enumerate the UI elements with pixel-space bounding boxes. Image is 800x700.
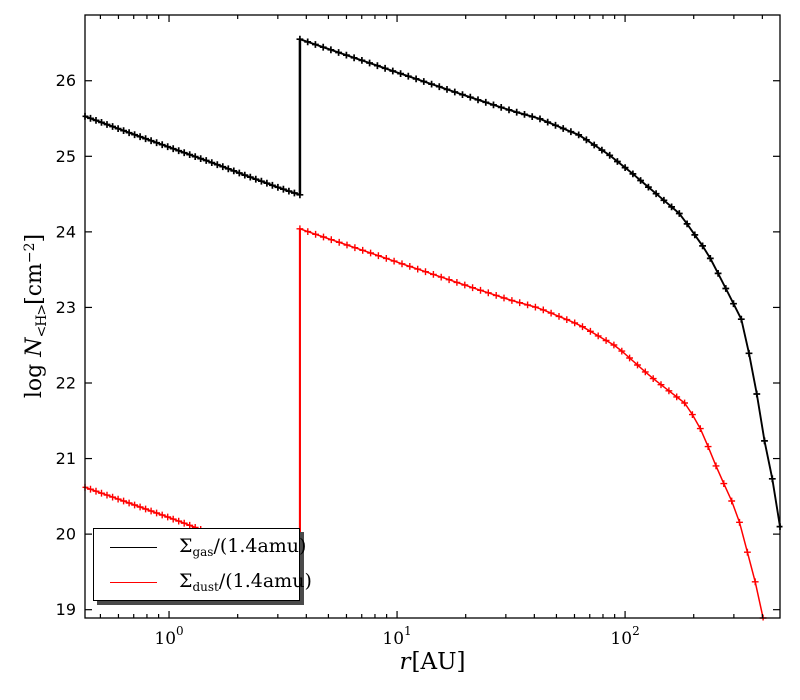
legend-entry-dust: Σdust/(1.4amu) (94, 565, 312, 600)
y-tick-label: 20 (56, 525, 76, 544)
y-tick-label: 23 (56, 298, 76, 317)
x-axis-label-symbol: r (399, 649, 411, 675)
legend-gas-rest: /(1.4amu) (213, 535, 307, 557)
y-axis-label-symbol: N (22, 337, 47, 357)
y-axis-label-log: log (22, 363, 47, 399)
x-axis-label: r[AU] (85, 649, 780, 675)
legend-line-sample-dust (110, 581, 157, 583)
legend-gas-symbol: Σ (179, 535, 193, 557)
curve-markers (296, 35, 783, 530)
y-axis-label-unit-close: ] (22, 233, 47, 243)
y-axis-label: log N<H>[cm−2] (22, 234, 50, 398)
legend-label-gas: Σgas/(1.4amu) (179, 535, 306, 559)
gas-curve (82, 35, 783, 530)
y-tick-label: 24 (56, 222, 76, 241)
y-tick-label: 19 (56, 600, 76, 619)
legend-gas-subscript: gas (192, 545, 214, 559)
legend: Σgas/(1.4amu) Σdust/(1.4amu) (93, 528, 312, 601)
x-tick-label: 101 (382, 624, 411, 649)
y-axis-label-exponent: −2 (22, 242, 38, 264)
axis-ticks (85, 15, 780, 618)
legend-dust-rest: /(1.4amu) (218, 570, 312, 592)
curve-line (299, 228, 764, 619)
legend-dust-symbol: Σ (179, 570, 193, 592)
legend-entry-gas: Σgas/(1.4amu) (94, 530, 306, 565)
legend-label-dust: Σdust/(1.4amu) (179, 570, 312, 594)
x-axis-label-unit: [AU] (411, 649, 466, 675)
curve-markers (296, 225, 767, 621)
plot-frame (84, 14, 781, 619)
curve-line (84, 115, 301, 196)
legend-dust-subscript: dust (192, 580, 219, 594)
y-tick-label: 26 (56, 71, 76, 90)
x-tick-label: 100 (154, 624, 183, 649)
curve-line (299, 38, 781, 527)
y-tick-label: 22 (56, 373, 76, 392)
x-tick-label: 102 (610, 624, 639, 649)
y-axis-label-subscript: <H> (34, 304, 50, 338)
y-tick-label: 25 (56, 147, 76, 166)
y-axis-label-unit-open: [cm (22, 263, 47, 305)
y-tick-label: 21 (56, 449, 76, 468)
legend-line-sample-gas (110, 546, 157, 548)
